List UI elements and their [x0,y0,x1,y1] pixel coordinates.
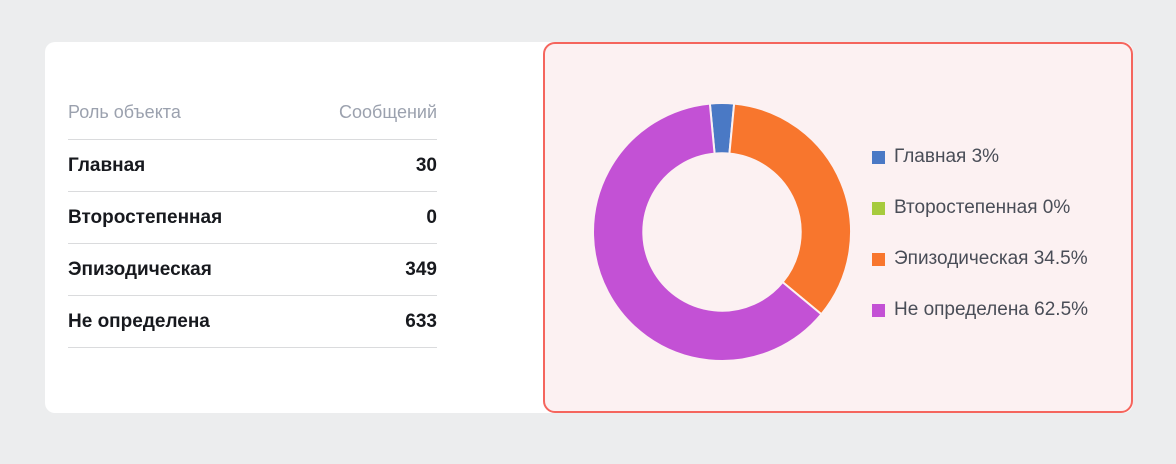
messages-cell: 633 [405,310,437,332]
legend-label: Второстепенная 0% [894,197,1071,218]
legend-label: Не определена 62.5% [894,299,1089,320]
donut-slice[interactable] [592,102,823,362]
legend-swatch-icon [872,252,885,266]
role-cell: Не определена [68,310,210,332]
table-row: Не определена 633 [68,296,437,348]
donut-slice[interactable] [728,102,852,316]
messages-cell: 30 [415,154,437,176]
chart-legend: Главная 3% Второстепенная 0% Эпизодическая… [872,146,1088,321]
legend-item[interactable]: Второстепенная 0% [872,197,1088,219]
donut-chart [592,102,852,362]
legend-swatch-icon [872,201,885,215]
legend-item[interactable]: Эпизодическая 34.5% [872,248,1088,270]
donut-chart-panel: Главная 3% Второстепенная 0% Эпизодическая… [543,42,1133,413]
role-cell: Второстепенная [68,206,223,228]
legend-item[interactable]: Не определена 62.5% [872,299,1088,321]
messages-cell: 0 [426,206,437,228]
legend-swatch-icon [872,303,885,317]
table-row: Второстепенная 0 [68,192,437,244]
messages-cell: 349 [405,258,437,280]
role-cell: Эпизодическая [68,258,212,280]
legend-item[interactable]: Главная 3% [872,146,1088,168]
role-column-header: Роль объекта [68,102,181,122]
role-table-body: Главная 30 Второстепенная 0 Эпизодическая 349… [68,140,437,348]
table-row: Главная 30 [68,140,437,192]
role-cell: Главная [68,154,146,176]
legend-label: Главная 3% [894,146,1000,167]
stats-card: Роль объекта Сообщений Главная 30 Второсте… [45,42,1133,413]
legend-swatch-icon [872,150,885,164]
table-row: Эпизодическая 349 [68,244,437,296]
role-table: Роль объекта Сообщений Главная 30 Второсте… [68,102,437,348]
messages-column-header: Сообщений [339,102,437,122]
role-table-header: Роль объекта Сообщений [68,102,437,140]
legend-label: Эпизодическая 34.5% [894,248,1088,269]
